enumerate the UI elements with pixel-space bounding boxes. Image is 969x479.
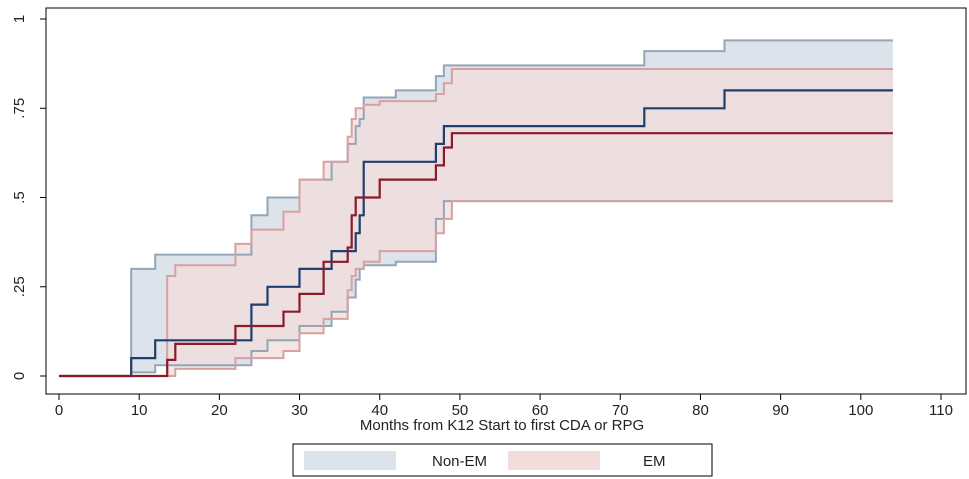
y-tick-label: .5: [11, 191, 28, 204]
estimate-lines: [59, 89, 893, 378]
x-tick-label: 100: [848, 402, 873, 419]
legend-label-em: EM: [643, 453, 666, 470]
x-axis-title: Months from K12 Start to first CDA or RP…: [360, 417, 644, 434]
y-tick-label: .25: [11, 276, 28, 297]
x-tick-label: 50: [452, 402, 469, 419]
x-tick-label: 60: [532, 402, 549, 419]
x-tick-label: 20: [211, 402, 228, 419]
x-tick-label: 90: [772, 402, 789, 419]
estimate-line-em: [59, 132, 893, 378]
x-tick-label: 70: [612, 402, 629, 419]
band-fill-em: [59, 69, 893, 376]
x-tick-label: 30: [291, 402, 308, 419]
legend: Non-EM EM: [292, 443, 713, 477]
band-lower-em: [59, 200, 893, 377]
x-tick-label: 80: [692, 402, 709, 419]
x-tick-label: 0: [55, 402, 63, 419]
x-tick-label: 40: [371, 402, 388, 419]
y-tick-label: .75: [11, 98, 28, 119]
plot-frame: [45, 7, 967, 395]
x-tick-label: 110: [929, 402, 953, 419]
y-tick-label: 1: [11, 15, 28, 23]
estimate-line-non-em: [59, 89, 893, 378]
legend-swatch-non-em: [304, 451, 396, 470]
y-tick-label: 0: [11, 372, 28, 380]
legend-label-non-em: Non-EM: [432, 453, 487, 470]
legend-swatch-em: [508, 451, 600, 470]
x-tick-label: 10: [131, 402, 148, 419]
band-upper-em: [59, 68, 893, 377]
